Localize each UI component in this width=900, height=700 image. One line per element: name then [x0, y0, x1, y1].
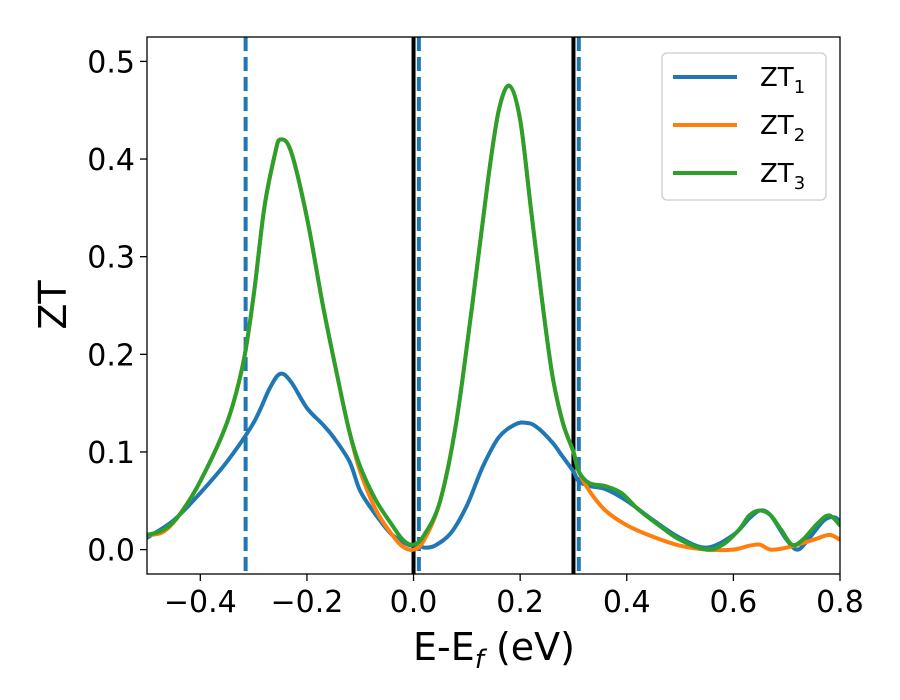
- x-tick-label: 0.8: [816, 585, 864, 620]
- y-tick-label: 0.3: [87, 241, 135, 276]
- legend-label-1: ZT1: [760, 63, 805, 98]
- x-tick-label: 0.2: [496, 585, 544, 620]
- series-line-1: [147, 371, 840, 552]
- x-tick-label: −0.2: [270, 585, 343, 620]
- series-lines: [147, 83, 840, 553]
- y-tick-label: 0.0: [87, 534, 135, 569]
- plot-frame: [146, 36, 841, 575]
- vertical-lines: [243, 37, 581, 574]
- y-tick-label: 0.4: [87, 143, 135, 178]
- series-line-3: [147, 83, 840, 552]
- x-tick-label: 0.0: [390, 585, 438, 620]
- x-axis-title: E-Ef (eV): [413, 625, 575, 675]
- y-tick-label: 0.5: [87, 45, 135, 80]
- legend-frame: [661, 52, 827, 201]
- x-axis-title-unit: (eV): [484, 625, 575, 669]
- x-tick-label: 0.4: [603, 585, 651, 620]
- legend-label-3: ZT3: [760, 159, 805, 194]
- y-axis-ticks: 0.0 0.1 0.2 0.3 0.4 0.5: [87, 45, 147, 569]
- x-axis-ticks: −0.4 −0.2 0.0 0.2 0.4 0.6 0.8: [164, 574, 864, 620]
- y-tick-label: 0.1: [87, 436, 135, 471]
- legend-label-2: ZT2: [760, 111, 805, 146]
- x-tick-label: −0.4: [164, 585, 237, 620]
- y-axis-title: ZT: [31, 280, 75, 330]
- legend: ZT1 ZT2 ZT3: [661, 52, 827, 201]
- x-tick-label: 0.6: [710, 585, 758, 620]
- x-axis-title-main: E-E: [413, 625, 475, 669]
- y-tick-label: 0.2: [87, 338, 135, 373]
